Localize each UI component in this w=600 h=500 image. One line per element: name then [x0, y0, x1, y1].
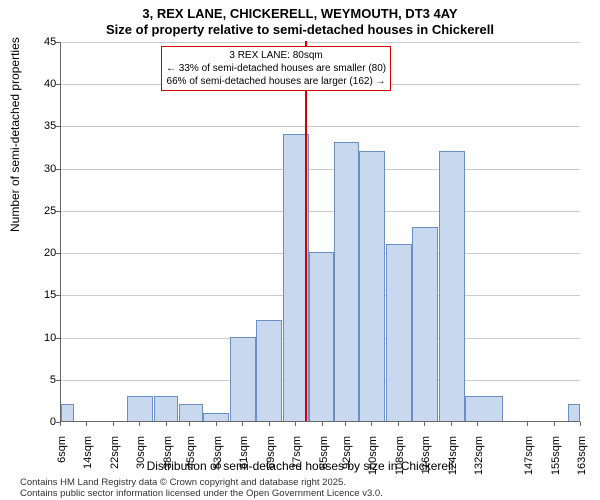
x-tick-mark [242, 422, 243, 426]
histogram-bar [568, 404, 581, 421]
y-tick-label: 20 [44, 247, 56, 259]
histogram-bar [154, 396, 178, 421]
x-tick-mark [295, 422, 296, 426]
histogram-chart: 3, REX LANE, CHICKERELL, WEYMOUTH, DT3 4… [0, 0, 600, 500]
x-tick-mark [477, 422, 478, 426]
histogram-bar [359, 151, 385, 421]
x-tick-mark [60, 422, 61, 426]
x-tick-mark [216, 422, 217, 426]
gridline [61, 42, 580, 43]
footer-line1: Contains HM Land Registry data © Crown c… [20, 477, 346, 488]
chart-title-line1: 3, REX LANE, CHICKERELL, WEYMOUTH, DT3 4… [0, 6, 600, 21]
histogram-bar [179, 404, 203, 421]
y-tick-label: 40 [44, 78, 56, 90]
plot-area: 3 REX LANE: 80sqm← 33% of semi-detached … [60, 42, 580, 422]
annotation-box: 3 REX LANE: 80sqm← 33% of semi-detached … [161, 46, 391, 91]
histogram-bar [386, 244, 412, 421]
x-axis-label: Distribution of semi-detached houses by … [0, 459, 600, 473]
annotation-line2: ← 33% of semi-detached houses are smalle… [166, 62, 386, 75]
y-tick-label: 30 [44, 163, 56, 175]
histogram-bar [61, 404, 74, 421]
y-axis-label: Number of semi-detached properties [8, 37, 22, 232]
y-tick-label: 45 [44, 36, 56, 48]
y-tick-label: 15 [44, 289, 56, 301]
gridline [61, 211, 580, 212]
histogram-bar [439, 151, 465, 421]
footer-line2: Contains public sector information licen… [20, 488, 383, 499]
x-tick-mark [371, 422, 372, 426]
x-tick-mark [113, 422, 114, 426]
annotation-line1: 3 REX LANE: 80sqm [166, 49, 386, 62]
x-tick-mark [451, 422, 452, 426]
x-tick-mark [527, 422, 528, 426]
histogram-bar [465, 396, 503, 421]
y-tick-label: 35 [44, 120, 56, 132]
x-tick-mark [139, 422, 140, 426]
x-tick-mark [345, 422, 346, 426]
x-tick-mark [166, 422, 167, 426]
x-tick-mark [189, 422, 190, 426]
x-tick-mark [86, 422, 87, 426]
y-tick-label: 5 [44, 374, 56, 386]
histogram-bar [256, 320, 282, 421]
x-tick-mark [580, 422, 581, 426]
gridline [61, 169, 580, 170]
histogram-bar [412, 227, 438, 421]
y-tick-label: 10 [44, 332, 56, 344]
x-tick-mark [269, 422, 270, 426]
chart-title-line2: Size of property relative to semi-detach… [0, 22, 600, 37]
x-tick-mark [322, 422, 323, 426]
histogram-bar [127, 396, 153, 421]
gridline [61, 126, 580, 127]
annotation-line3: 66% of semi-detached houses are larger (… [166, 75, 386, 88]
histogram-bar [230, 337, 256, 421]
histogram-bar [203, 413, 229, 421]
histogram-bar [334, 142, 358, 421]
x-tick-mark [424, 422, 425, 426]
histogram-bar [309, 252, 333, 421]
x-tick-mark [398, 422, 399, 426]
marker-line [305, 41, 307, 421]
x-tick-mark [554, 422, 555, 426]
y-tick-label: 0 [44, 416, 56, 428]
y-tick-label: 25 [44, 205, 56, 217]
